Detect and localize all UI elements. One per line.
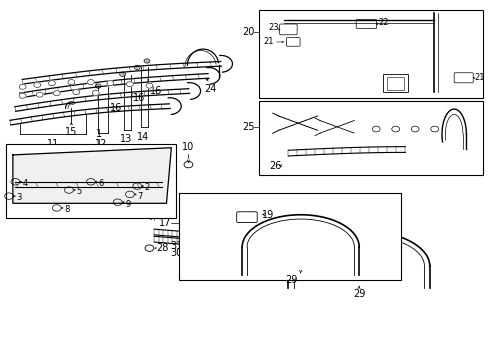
Bar [386, 77, 404, 90]
Text: 31: 31 [170, 241, 183, 251]
Text: 25: 25 [241, 122, 254, 132]
Text: 17: 17 [159, 218, 171, 228]
Text: 30: 30 [170, 248, 183, 258]
Text: 7: 7 [137, 192, 142, 201]
Circle shape [146, 83, 153, 88]
Text: 20: 20 [242, 27, 254, 37]
Text: 15: 15 [65, 127, 78, 137]
Circle shape [19, 84, 26, 89]
Circle shape [19, 93, 26, 98]
Text: 21: 21 [474, 73, 484, 82]
Circle shape [36, 92, 43, 97]
Bar [259, 101, 483, 175]
Text: 5: 5 [76, 187, 81, 196]
Text: 8: 8 [64, 205, 69, 214]
Text: 13: 13 [120, 134, 132, 144]
Circle shape [73, 90, 80, 95]
Text: 29: 29 [284, 275, 297, 285]
Text: 11: 11 [47, 139, 59, 149]
Bar [383, 74, 407, 92]
Bar [5, 144, 176, 218]
Text: 26: 26 [268, 161, 281, 171]
Text: 16: 16 [150, 86, 162, 96]
Text: 16: 16 [110, 103, 122, 113]
Text: 9: 9 [125, 199, 130, 208]
Text: 18: 18 [213, 203, 225, 213]
Bar [259, 10, 483, 98]
Text: 21: 21 [263, 37, 273, 46]
Text: 3: 3 [16, 193, 21, 202]
Bar [178, 193, 400, 280]
Text: 29: 29 [352, 289, 365, 300]
Text: 23: 23 [267, 23, 278, 32]
Text: 10: 10 [182, 142, 194, 152]
Text: 22: 22 [378, 18, 388, 27]
Text: 19: 19 [261, 210, 273, 220]
Text: 14: 14 [137, 132, 149, 142]
Text: 16: 16 [133, 93, 145, 103]
Text: 27: 27 [148, 199, 160, 210]
Text: 12: 12 [95, 139, 107, 149]
Polygon shape [13, 148, 171, 203]
Circle shape [126, 82, 133, 87]
Text: 28: 28 [156, 243, 168, 253]
Circle shape [68, 80, 75, 85]
Circle shape [34, 82, 41, 87]
Circle shape [87, 80, 94, 85]
Text: 1: 1 [96, 129, 102, 139]
Circle shape [53, 91, 60, 96]
Circle shape [107, 81, 114, 86]
Text: 4: 4 [22, 179, 28, 188]
Text: 24: 24 [204, 84, 216, 94]
Text: 2: 2 [144, 183, 149, 192]
Text: 6: 6 [98, 179, 103, 188]
Circle shape [48, 81, 55, 86]
Circle shape [92, 90, 99, 95]
